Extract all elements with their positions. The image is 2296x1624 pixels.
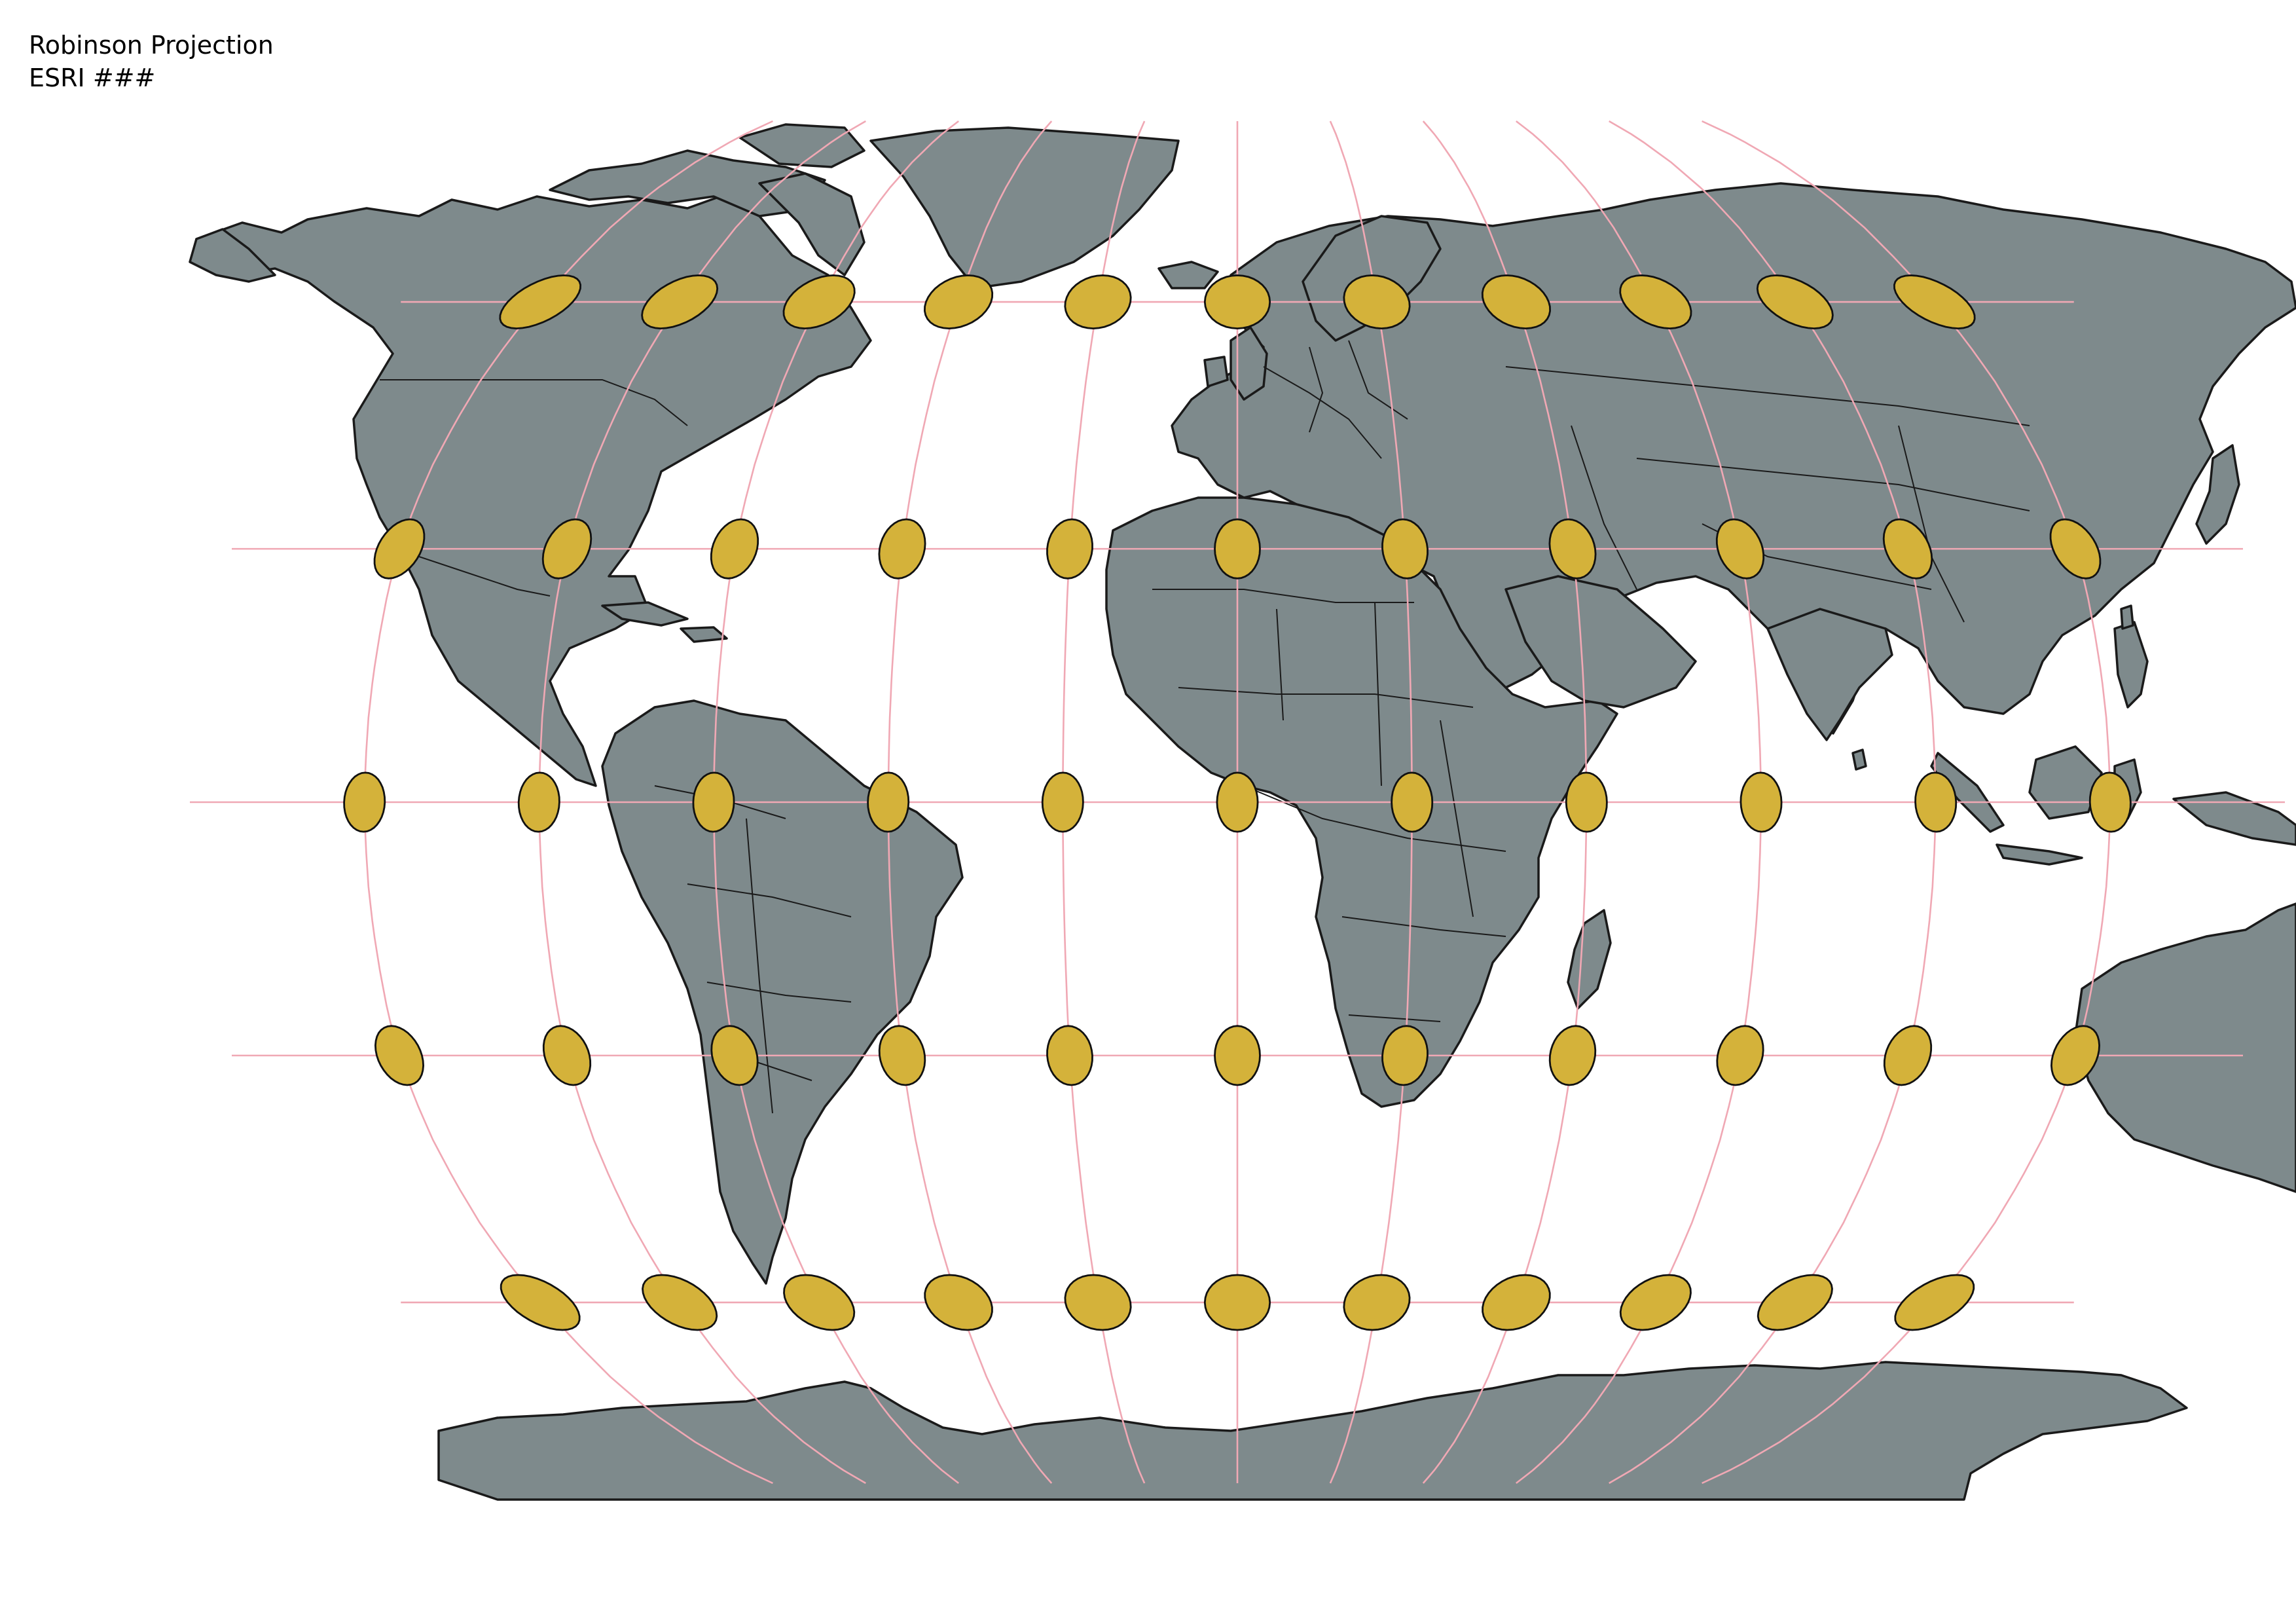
tissot-indicatrix: [692, 771, 735, 833]
great-britain: [1230, 326, 1268, 401]
ellesmere-island: [738, 123, 866, 168]
tissot-indicatrix: [1203, 1274, 1271, 1331]
tissot-indicatrix: [343, 771, 386, 833]
tissot-indicatrix: [1715, 518, 1765, 580]
africa-borders: [1152, 589, 1506, 1022]
tissot-indicatrix: [517, 771, 560, 833]
projection-code: ESRI ###: [29, 64, 156, 92]
madagascar: [1567, 909, 1612, 1010]
antarctica: [437, 1361, 2188, 1501]
tissot-indicatrix: [1046, 518, 1093, 580]
tissot-indicatrix: [1343, 1274, 1411, 1331]
tissot-indicatrix: [1619, 1274, 1692, 1331]
tissot-indicatrix: [1757, 1274, 1833, 1331]
arabian-peninsula: [1504, 575, 1697, 709]
tissot-indicatrix: [1548, 1025, 1597, 1086]
landmasses: [189, 123, 2296, 1501]
tissot-indicatrix: [1214, 1025, 1261, 1086]
java: [1995, 843, 2083, 866]
tissot-indicatrix: [1882, 518, 1933, 580]
south-america: [601, 699, 964, 1285]
india: [1766, 608, 1893, 741]
tissot-indicatrix: [373, 518, 426, 580]
taiwan: [2120, 604, 2134, 630]
tissot-indicatrix: [1716, 1025, 1764, 1086]
tissot-indicatrix: [2049, 518, 2102, 580]
tissot-indicatrix: [1046, 1025, 1093, 1086]
us-mexico-border: [399, 549, 551, 597]
us-canada-border: [380, 379, 688, 426]
greenland: [869, 126, 1180, 289]
australia: [2074, 902, 2296, 1193]
tissot-indicatrix: [2088, 771, 2132, 833]
tissot-indicatrix: [1548, 518, 1597, 580]
tissot-indicatrix: [542, 1025, 592, 1086]
tissot-indicatrix: [500, 1274, 581, 1331]
new-guinea: [2172, 791, 2296, 846]
philippines: [2113, 621, 2149, 709]
tissot-indicatrix: [1381, 1025, 1429, 1086]
tissot-indicatrix: [878, 1025, 926, 1086]
tissot-indicatrix: [783, 1274, 856, 1331]
sumatra: [1930, 752, 2005, 833]
tissot-indicatrix: [1482, 1274, 1551, 1331]
tissot-indicatrix: [641, 274, 719, 330]
tissot-indicatrix: [1064, 1274, 1132, 1331]
alaska: [189, 228, 276, 283]
tissot-indicatrix: [1216, 771, 1259, 833]
country-borders: [380, 340, 2030, 1114]
tissot-indicatrix: [1893, 274, 1976, 330]
baffin-island: [758, 172, 866, 276]
north-america: [195, 195, 872, 787]
tissot-indicatrix: [1756, 274, 1834, 330]
tissot-indicatrix: [710, 1025, 759, 1086]
tissot-indicatrix: [541, 518, 592, 580]
projection-name: Robinson Projection: [29, 31, 274, 60]
tissot-indicatrix: [1914, 771, 1958, 833]
iceland: [1157, 261, 1219, 289]
cuba: [601, 601, 689, 627]
tissot-indicatrix: [2050, 1025, 2101, 1086]
tissot-indicatrix: [1214, 518, 1261, 580]
tissot-indicatrix: [867, 771, 910, 833]
borneo: [2028, 745, 2103, 820]
tissot-indicatrix: [1883, 1025, 1933, 1086]
map-title: Robinson Projection ESRI ###: [29, 29, 274, 94]
tissot-indicatrix: [1740, 771, 1783, 833]
hispaniola: [680, 626, 728, 643]
tissot-indicatrix: [374, 1025, 425, 1086]
tissot-indicatrix: [1619, 274, 1692, 330]
tissot-indicatrix: [878, 518, 926, 580]
ireland: [1203, 356, 1229, 388]
tissot-indicatrix: [923, 274, 994, 330]
tissot-indicatrix: [1041, 771, 1084, 833]
tissot-indicatrix: [782, 274, 856, 330]
europe-borders: [1263, 340, 1408, 459]
tissot-indicatrix: [1481, 274, 1552, 330]
sri-lanka: [1851, 748, 1867, 771]
tissot-indicatrix: [642, 1274, 718, 1331]
tissot-indicatrix: [1894, 1274, 1975, 1331]
tissot-indicatrix: [710, 518, 759, 580]
tissot-indicatrix: [1064, 274, 1132, 330]
tissot-indicatrices: [343, 274, 2132, 1331]
tissot-indicatrix: [1203, 274, 1271, 330]
eurasia: [1171, 182, 2296, 735]
tissot-indicatrix: [1343, 274, 1411, 330]
japan: [2195, 444, 2240, 545]
tissot-indicatrix: [1391, 771, 1434, 833]
tissot-indicatrix: [499, 274, 582, 330]
tissot-indicatrix: [924, 1274, 993, 1331]
tissot-indicatrix: [1565, 771, 1608, 833]
tissot-indicatrix: [1381, 518, 1429, 580]
asia-borders: [1505, 366, 2030, 623]
